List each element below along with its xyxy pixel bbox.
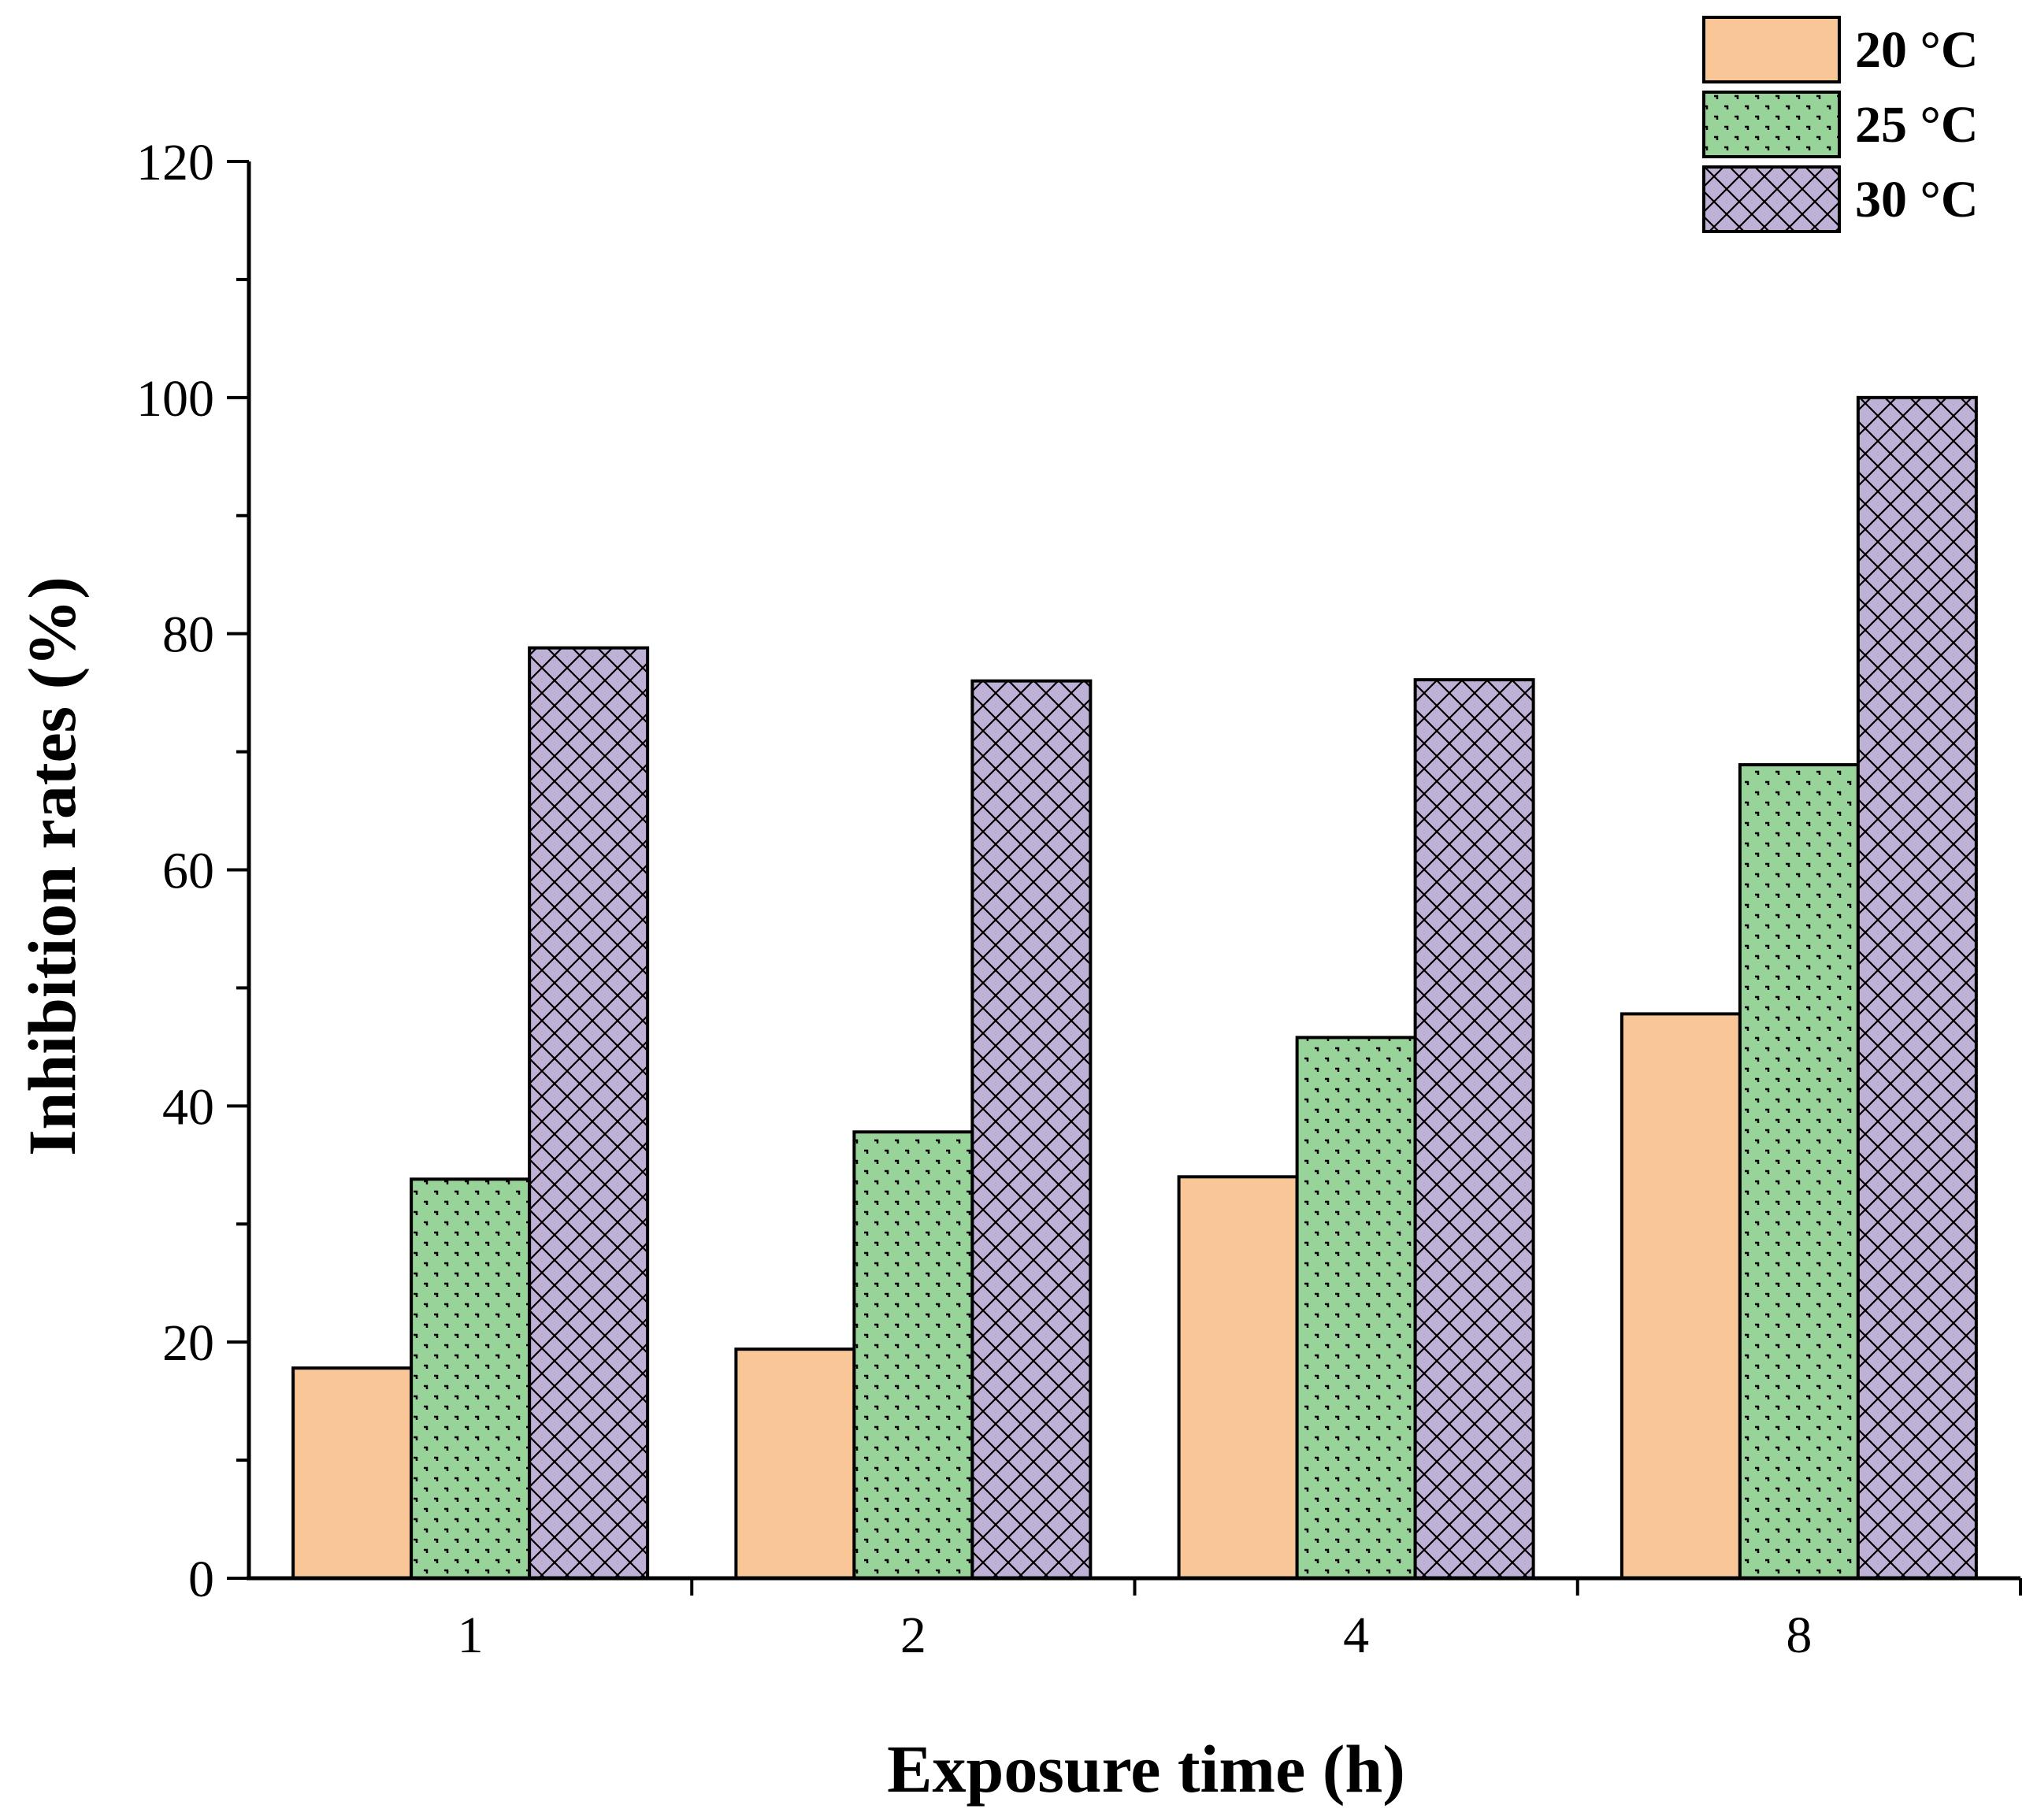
legend-swatch [1702,16,1841,83]
legend-swatch [1702,91,1841,158]
bar-25c-8h [1738,763,1860,1580]
y-tick-label: 20 [162,1314,214,1372]
bar-30c-1h [528,646,650,1581]
y-axis-title: Inhibition rates (%) [14,576,90,1156]
legend-label: 20 °C [1855,21,1979,79]
y-ticks-layer: 0 20 40 60 80 100 120 [136,134,249,1608]
y-tick-label: 40 [162,1078,214,1136]
y-tick-label: 60 [162,843,214,900]
y-tick-label: 100 [136,370,214,428]
bar-25c-1h [410,1177,532,1580]
legend-label: 25 °C [1855,96,1979,154]
bar-20c-2h [734,1347,856,1580]
x-ticks-layer: 1 2 4 8 [458,1578,2022,1664]
bar-20c-4h [1177,1175,1299,1580]
legend-swatch [1702,165,1841,233]
bar-20c-1h [291,1366,414,1580]
bar-30c-8h [1856,395,1978,1580]
legend-label: 30 °C [1855,171,1979,228]
bars-layer [291,395,1978,1581]
x-tick-label: 2 [900,1607,926,1664]
x-tick-label: 8 [1786,1607,1812,1664]
x-tick-label: 4 [1343,1607,1369,1664]
y-tick-label: 120 [136,134,214,191]
bar-25c-4h [1295,1036,1417,1581]
x-axis-title: Exposure time (h) [887,1731,1405,1807]
y-tick-label: 0 [188,1551,214,1608]
x-tick-label: 1 [458,1607,484,1664]
bar-20c-8h [1620,1012,1742,1580]
y-tick-label: 80 [162,606,214,664]
bar-25c-2h [852,1130,974,1580]
bar-30c-2h [970,679,1093,1581]
legend: 20 °C 25 °C 30 °C [1702,16,1979,233]
bar-30c-4h [1413,678,1535,1580]
